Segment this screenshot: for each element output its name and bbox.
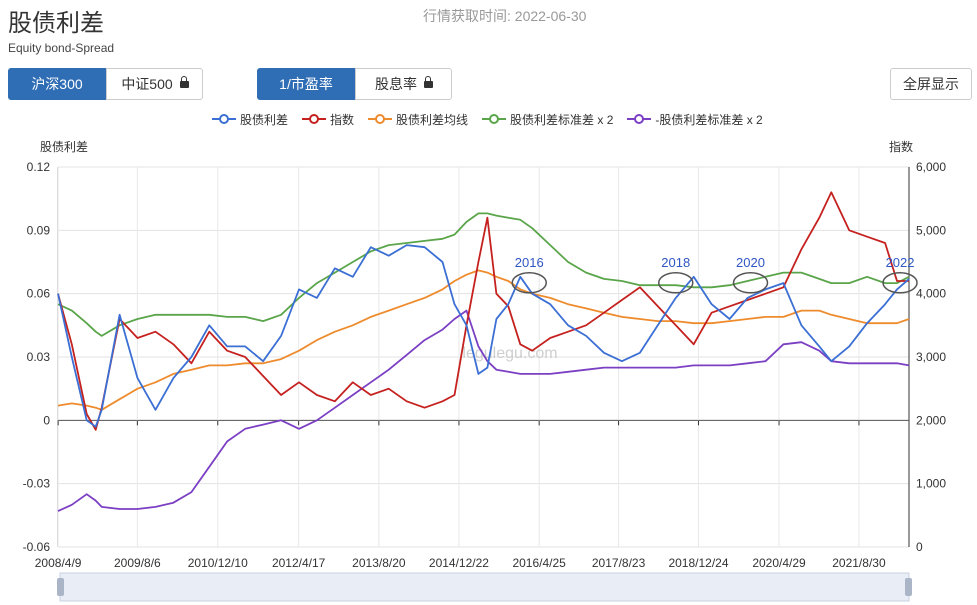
legend-line-icon xyxy=(482,114,507,124)
lock-icon xyxy=(424,75,433,89)
x-tick-label: 2013/8/20 xyxy=(352,556,406,570)
watermark: legulegu.com xyxy=(462,345,557,362)
annotation-label: 2016 xyxy=(515,255,544,270)
right-axis-label: 指数 xyxy=(889,139,913,154)
series-index-line[interactable] xyxy=(57,191,909,431)
legend-item-plus2sd[interactable]: 股债利差标准差 x 2 xyxy=(482,111,613,128)
x-tick-label: 2008/4/9 xyxy=(35,556,82,570)
data-timestamp: 行情获取时间: 2022-06-30 xyxy=(423,8,587,24)
x-tick-label: 2014/12/22 xyxy=(429,556,489,570)
tab-inverse-pe[interactable]: 1/市盈率 xyxy=(257,68,355,100)
legend-item-mean[interactable]: 股债利差均线 xyxy=(368,111,468,128)
legend-item-spread[interactable]: 股债利差 xyxy=(212,111,288,128)
y-tick-label: -0.03 xyxy=(23,477,51,491)
legend-line-icon xyxy=(368,114,393,124)
annotation-circle xyxy=(882,272,918,294)
annotations: 2016 2018 2020 2022 xyxy=(511,255,918,294)
y-tick-label: 0 xyxy=(43,413,50,427)
tab-inverse-pe-label: 1/市盈率 xyxy=(279,76,333,92)
tab-zz500[interactable]: 中证500 xyxy=(106,68,203,100)
legend-line-icon xyxy=(627,114,652,124)
annotation-circle xyxy=(658,272,694,294)
zoom-slider-handle-left[interactable] xyxy=(57,578,64,596)
y2-tick-label: 3,000 xyxy=(916,350,946,364)
x-tick-label: 2012/4/17 xyxy=(272,556,326,570)
zoom-slider-handle-right[interactable] xyxy=(905,578,912,596)
x-tick-label: 2018/12/24 xyxy=(668,556,728,570)
annotation-circle xyxy=(511,272,547,294)
legend-item-index[interactable]: 指数 xyxy=(302,111,354,128)
y2-tick-label: 1,000 xyxy=(916,477,946,491)
annotation-circle xyxy=(732,272,769,294)
x-tick-label: 2020/4/29 xyxy=(752,556,806,570)
series-plus2sd-line[interactable] xyxy=(57,212,910,337)
annotation-label: 2022 xyxy=(886,255,915,270)
page-title: 股债利差 xyxy=(8,10,104,37)
tab-hs300-label: 沪深300 xyxy=(31,76,83,92)
y2-tick-label: 6,000 xyxy=(916,160,946,174)
series-lines xyxy=(57,191,910,512)
y-tick-label: 0.03 xyxy=(27,350,51,364)
zoom-slider-track[interactable] xyxy=(59,572,910,602)
y2-tick-label: 2,000 xyxy=(916,413,946,427)
chart-legend: 股债利差 指数 股债利差均线 股债利差标准差 x 2 -股债利差标准差 x 2 xyxy=(212,110,763,128)
y-axis-left: 0.12 0.09 0.06 0.03 0 -0.03 -0.06 xyxy=(23,160,51,554)
zoom-slider[interactable] xyxy=(57,572,912,602)
tab-zz500-label: 中证500 xyxy=(121,76,173,92)
tab-dividend-yield-label: 股息率 xyxy=(375,76,417,92)
series-spread-line[interactable] xyxy=(57,244,910,428)
y-axis-right: 6,000 5,000 4,000 3,000 2,000 1,000 0 xyxy=(916,160,946,554)
x-tick-label: 2017/8/23 xyxy=(592,556,646,570)
annotation-label: 2020 xyxy=(736,255,765,270)
legend-line-icon xyxy=(302,114,327,124)
y2-tick-label: 0 xyxy=(916,540,923,554)
fullscreen-button-label: 全屏显示 xyxy=(903,76,959,92)
legend-label: 股债利差均线 xyxy=(396,112,469,127)
x-tick-label: 2021/8/30 xyxy=(832,556,886,570)
y2-tick-label: 4,000 xyxy=(916,287,946,301)
legend-label: 股债利差 xyxy=(240,112,289,127)
page-subtitle: Equity bond-Spread xyxy=(8,41,115,55)
x-tick-label: 2009/8/6 xyxy=(114,556,161,570)
x-tick-label: 2016/4/25 xyxy=(512,556,566,570)
fullscreen-button[interactable]: 全屏显示 xyxy=(890,68,972,100)
left-axis-label: 股债利差 xyxy=(40,140,88,154)
y-tick-label: 0.09 xyxy=(27,223,51,237)
tab-hs300[interactable]: 沪深300 xyxy=(8,68,106,100)
y-tick-label: -0.06 xyxy=(23,540,51,554)
x-tick-label: 2010/12/10 xyxy=(188,556,248,570)
legend-line-icon xyxy=(212,114,236,124)
legend-label: 股债利差标准差 x 2 xyxy=(510,112,614,127)
annotation-label: 2018 xyxy=(661,255,690,270)
y-tick-label: 0.06 xyxy=(27,287,51,301)
series-mean-line[interactable] xyxy=(57,269,910,411)
tab-dividend-yield[interactable]: 股息率 xyxy=(355,68,452,100)
x-axis: 2008/4/9 2009/8/6 2010/12/10 2012/4/17 2013/… xyxy=(35,556,886,570)
legend-label: -股债利差标准差 x 2 xyxy=(655,112,763,127)
y-tick-label: 0.12 xyxy=(27,160,51,174)
series-minus2sd-line[interactable] xyxy=(57,309,910,512)
legend-label: 指数 xyxy=(330,112,355,127)
lock-icon xyxy=(179,75,189,89)
y2-tick-label: 5,000 xyxy=(916,223,946,237)
legend-item-minus2sd[interactable]: -股债利差标准差 x 2 xyxy=(627,111,763,128)
